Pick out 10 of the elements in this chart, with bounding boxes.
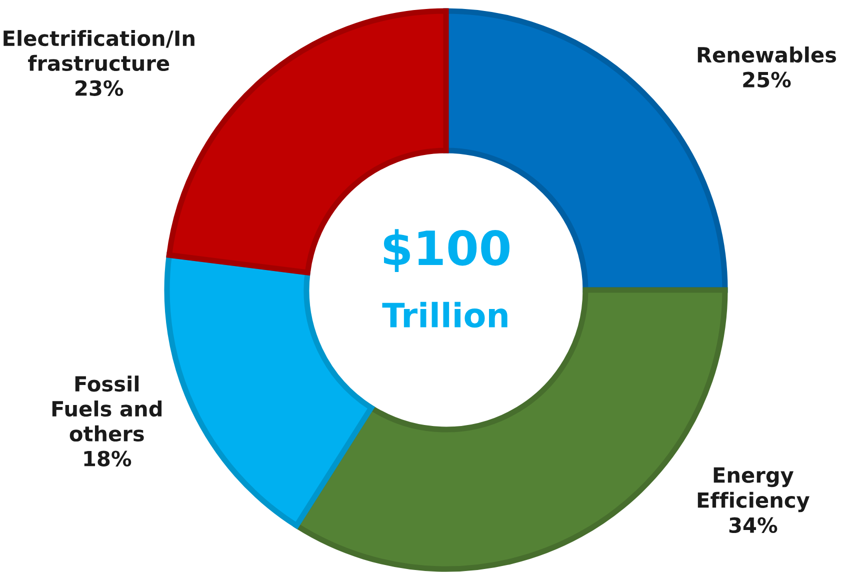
slice-label: Energy Efficiency	[698, 467, 810, 512]
slice-label: Renewables	[698, 46, 836, 63]
slice-label: Electrification/In frastructure	[4, 30, 194, 72]
text: $100	[384, 229, 510, 272]
data-label: 23%	[76, 80, 124, 96]
data-label: 18%	[84, 450, 132, 466]
slice-label: Fossil Fuels and others	[52, 376, 162, 442]
text: Trillion	[382, 302, 508, 328]
data-label: 34%	[729, 517, 778, 534]
data-label: 25%	[743, 72, 791, 88]
